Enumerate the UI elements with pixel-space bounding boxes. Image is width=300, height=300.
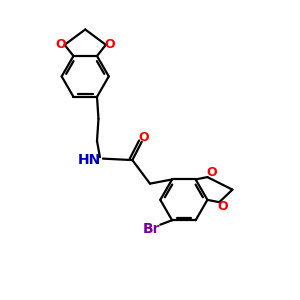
Text: O: O xyxy=(206,166,217,179)
Text: O: O xyxy=(56,38,66,51)
Text: O: O xyxy=(218,200,228,213)
Text: O: O xyxy=(104,38,115,51)
Text: Br: Br xyxy=(143,222,160,236)
Text: O: O xyxy=(138,131,148,144)
Text: HN: HN xyxy=(78,153,101,167)
